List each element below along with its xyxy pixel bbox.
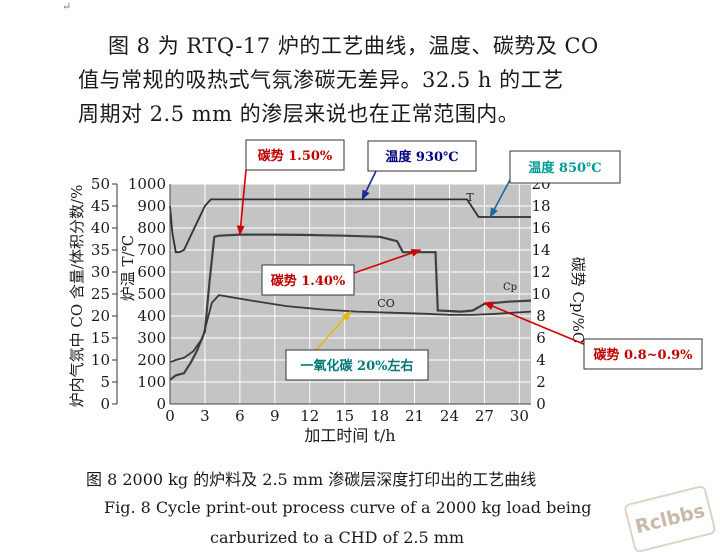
series-label-co: CO xyxy=(377,297,394,310)
y-cp-tick-label: 2 xyxy=(536,373,546,391)
annotation-arrow xyxy=(489,175,513,218)
annotation-label: 碳势 1.40% xyxy=(271,273,346,289)
series-label-cp: Cp xyxy=(503,282,517,293)
x-tick-label: 0 xyxy=(165,407,175,425)
annotation-box xyxy=(367,140,477,172)
y-axis-title-co: 炉内气氛中 CO 含量/体积分数/% xyxy=(68,185,86,408)
x-tick-label: 3 xyxy=(200,407,210,425)
annotation-arrow xyxy=(353,249,422,274)
annotation-label: 一氧化碳 20%左右 xyxy=(301,358,414,374)
annotation-arrow xyxy=(483,302,587,346)
y-cp-tick-label: 16 xyxy=(531,219,550,237)
annotation-box xyxy=(509,150,621,184)
annotation-arrow xyxy=(361,170,377,201)
annotation-box xyxy=(245,139,345,171)
y-co-tick-label: 45 xyxy=(91,197,110,215)
x-tick-label: 15 xyxy=(335,407,354,425)
y-co-tick-label: 0 xyxy=(100,395,110,413)
series-label-t: T xyxy=(466,191,474,204)
y-co-tick-label: 15 xyxy=(91,329,110,347)
body-text-line-3: 周期对 2.5 mm 的渗层来说也在正常范围内。 xyxy=(78,102,520,126)
y-co-tick-label: 30 xyxy=(91,263,110,281)
y-co-tick-label: 35 xyxy=(91,241,110,259)
y-temp-tick-label: 700 xyxy=(137,241,166,259)
annotation-box xyxy=(285,349,429,381)
x-tick-label: 21 xyxy=(405,407,424,425)
y-temp-tick-label: 300 xyxy=(137,329,166,347)
x-tick-label: 18 xyxy=(370,407,389,425)
y-temp-tick-label: 100 xyxy=(137,373,166,391)
y-co-tick-label: 5 xyxy=(100,373,110,391)
y-temp-tick-label: 1000 xyxy=(128,175,166,193)
annotation-arrow xyxy=(236,169,247,236)
y-axis-title-temp: 炉温 T/℃ xyxy=(119,235,137,302)
figure-caption-cn: 图 8 2000 kg 的炉料及 2.5 mm 渗碳层深度打印出的工艺曲线 xyxy=(86,470,537,489)
annotation-box xyxy=(261,264,355,296)
y-temp-tick-label: 400 xyxy=(137,307,166,325)
y-cp-tick-label: 6 xyxy=(536,329,546,347)
x-tick-label: 24 xyxy=(440,407,459,425)
series-temperature xyxy=(169,198,531,254)
annotation-label: 温度 930℃ xyxy=(385,149,458,165)
y-co-tick-label: 20 xyxy=(91,307,110,325)
y-temp-tick-label: 0 xyxy=(156,395,166,413)
figure-caption-en-line-1: Fig. 8 Cycle print-out process curve of … xyxy=(104,498,592,517)
body-text-line-2: 值与常规的吸热式气氛渗碳无差异。32.5 h 的工艺 xyxy=(78,68,564,92)
series-co xyxy=(169,294,532,364)
y-co-tick-label: 10 xyxy=(91,351,110,369)
x-tick-label: 6 xyxy=(235,407,245,425)
y-cp-tick-label: 14 xyxy=(531,241,550,259)
annotation-label: 碳势 0.8~0.9% xyxy=(593,347,693,363)
y-cp-tick-label: 8 xyxy=(536,307,546,325)
x-tick-label: 9 xyxy=(270,407,280,425)
x-tick-label: 12 xyxy=(300,407,319,425)
series-carbon-potential xyxy=(169,233,532,381)
y-temp-tick-label: 800 xyxy=(137,219,166,237)
y-cp-tick-label: 4 xyxy=(536,351,546,369)
y-cp-tick-label: 0 xyxy=(536,395,546,413)
x-tick-label: 30 xyxy=(510,407,529,425)
y-temp-tick-label: 900 xyxy=(137,197,166,215)
y-co-tick-label: 40 xyxy=(91,219,110,237)
annotation-arrow xyxy=(315,310,352,351)
x-tick-label: 27 xyxy=(475,407,494,425)
body-text-line-1: 图 8 为 RTQ-17 炉的工艺曲线，温度、碳势及 CO xyxy=(108,34,599,58)
figure-caption-en-line-2: carburized to a CHD of 2.5 mm xyxy=(210,528,465,547)
annotation-label: 碳势 1.50% xyxy=(258,148,333,164)
y-temp-tick-label: 500 xyxy=(137,285,166,303)
y-temp-tick-label: 200 xyxy=(137,351,166,369)
y-temp-tick-label: 600 xyxy=(137,263,166,281)
y-co-tick-label: 50 xyxy=(91,175,110,193)
annotation-box xyxy=(583,338,703,370)
paragraph-mark: ↵ xyxy=(62,0,72,13)
y-cp-tick-label: 10 xyxy=(531,285,550,303)
x-axis-title: 加工时间 t/h xyxy=(304,426,395,445)
y-axis-title-cp: 碳势 Cp/%C xyxy=(569,257,587,344)
y-cp-tick-label: 18 xyxy=(531,197,550,215)
annotation-label: 温度 850℃ xyxy=(528,160,601,176)
y-co-tick-label: 25 xyxy=(91,285,110,303)
y-cp-tick-label: 12 xyxy=(531,263,550,281)
